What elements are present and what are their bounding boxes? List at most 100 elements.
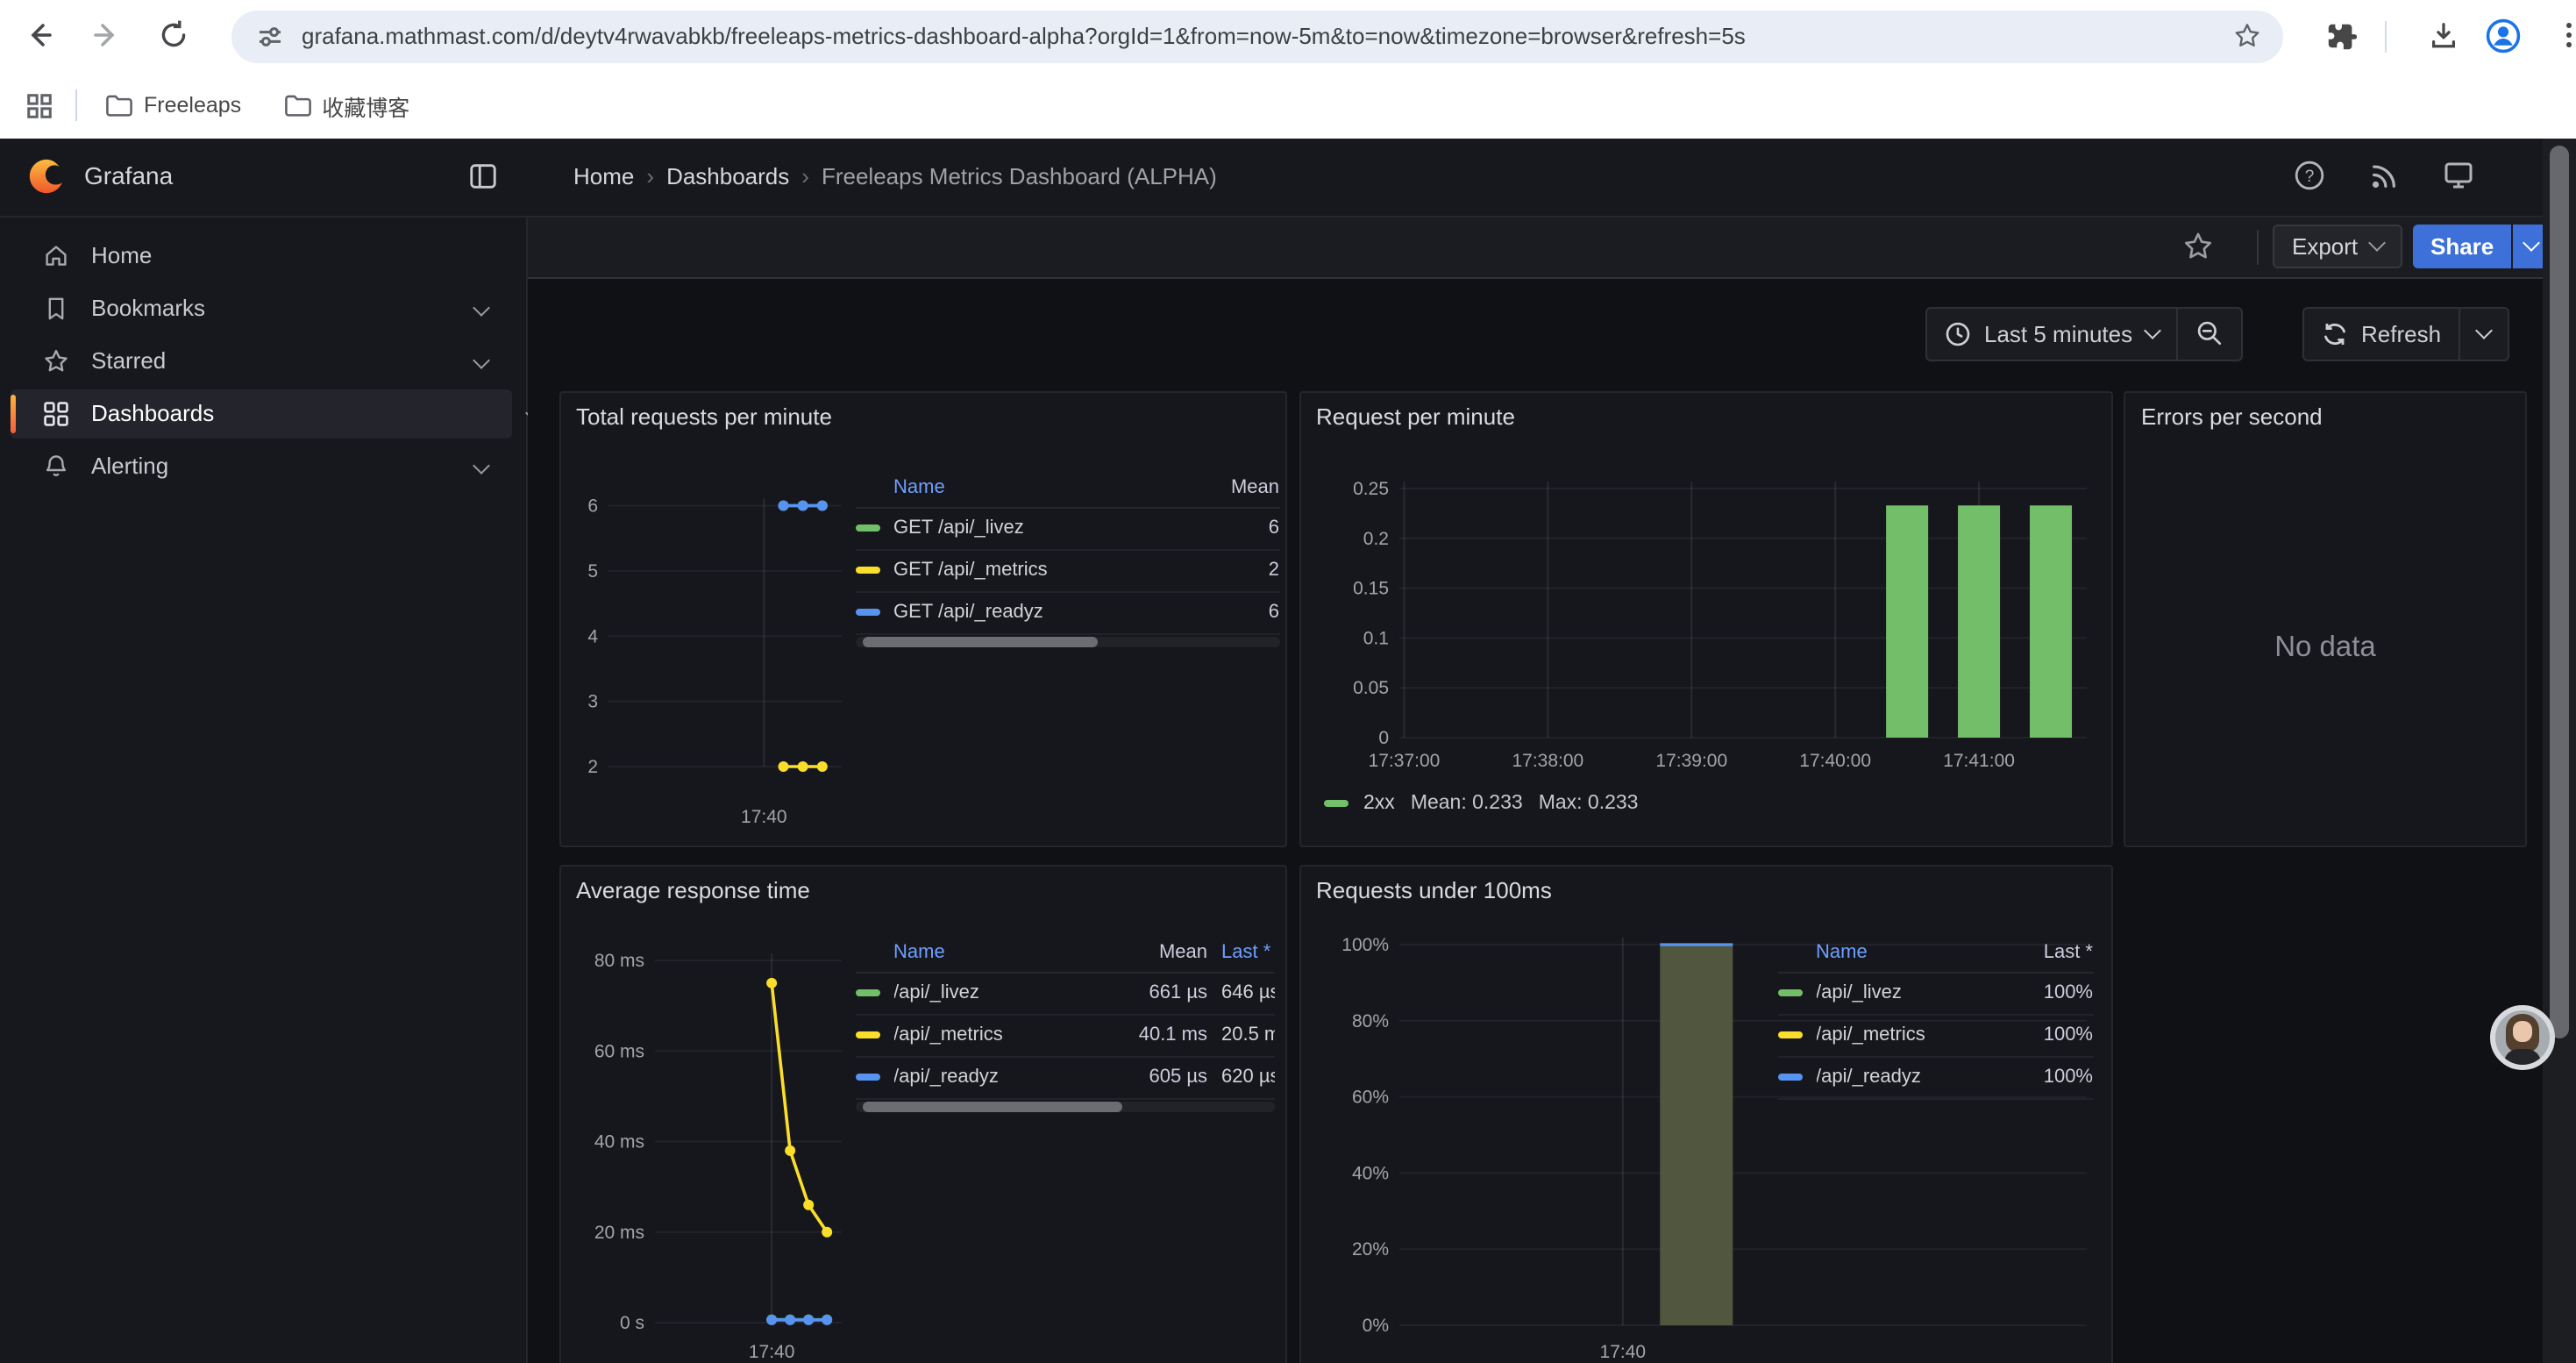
chevron-down-icon[interactable]: [473, 352, 490, 369]
series-swatch: [1777, 1031, 1802, 1038]
legend-row[interactable]: GET /api/_readyz6: [855, 592, 1279, 634]
dashboard-canvas: Last 5 minutes Refresh Total requests pe…: [528, 278, 2543, 1363]
svg-text:20%: 20%: [1351, 1238, 1388, 1259]
apps-grid-icon[interactable]: [25, 90, 54, 120]
floating-assistant-avatar[interactable]: [2490, 1005, 2555, 1070]
screen: grafana.mathmast.com/d/deytv4rwavabkb/fr…: [0, 0, 2576, 1363]
svg-text:17:40: 17:40: [740, 806, 786, 826]
folder-icon: [283, 93, 311, 118]
extensions-icon[interactable]: [2325, 19, 2359, 53]
legend-header: NameMean: [855, 467, 1279, 508]
bookmark-icon: [42, 294, 70, 322]
svg-text:17:41:00: 17:41:00: [1942, 750, 2014, 770]
zoom-out-button[interactable]: [2178, 308, 2241, 359]
dashboards-grid-icon: [42, 399, 70, 427]
panel-total-requests[interactable]: Total requests per minute 6543217:40 Nam…: [559, 390, 1286, 846]
series-swatch: [855, 525, 879, 532]
panel-requests-under-100ms[interactable]: Requests under 100ms 100%80%60%40%20%0%1…: [1299, 864, 2113, 1363]
svg-text:17:40: 17:40: [748, 1341, 794, 1361]
brand-title: Grafana: [84, 161, 173, 189]
toolbar-divider: [2385, 21, 2387, 53]
favorite-star-icon[interactable]: [2181, 229, 2215, 262]
svg-text:3: 3: [587, 691, 597, 711]
legend-row[interactable]: /api/_metrics100%: [1777, 1015, 2093, 1057]
svg-text:17:39:00: 17:39:00: [1654, 750, 1726, 770]
tune-icon[interactable]: [256, 22, 284, 50]
profile-icon[interactable]: [2485, 18, 2522, 54]
sidebar-item-bookmarks[interactable]: Bookmarks: [11, 283, 512, 332]
svg-text:0.15: 0.15: [1352, 578, 1388, 598]
forward-icon[interactable]: [89, 18, 125, 53]
legend-table: NameLast */api/_livez100%/api/_metrics10…: [1777, 932, 2093, 1099]
sidebar-item-alerting[interactable]: Alerting: [11, 441, 512, 490]
reload-icon[interactable]: [156, 18, 191, 53]
no-data-label: No data: [2125, 631, 2525, 664]
series-swatch: [1323, 799, 1348, 806]
bookmark-folder-freeleaps[interactable]: Freeleaps: [91, 86, 255, 125]
chevron-down-icon[interactable]: [473, 299, 490, 317]
legend-row[interactable]: /api/_readyz100%: [1777, 1057, 2093, 1099]
svg-text:17:40: 17:40: [1599, 1341, 1646, 1361]
legend-row[interactable]: /api/_metrics40.1 ms20.5 ms: [855, 1015, 1274, 1057]
svg-text:4: 4: [587, 625, 597, 646]
panel-request-per-minute[interactable]: Request per minute 0.250.20.150.10.05017…: [1299, 390, 2113, 846]
grafana-logo[interactable]: [26, 156, 67, 196]
legend-scrollbar[interactable]: [855, 1101, 1274, 1112]
svg-text:6: 6: [587, 496, 597, 516]
sidebar-item-home[interactable]: Home: [11, 231, 512, 280]
bookmark-star-icon[interactable]: [2232, 21, 2262, 51]
help-icon[interactable]: ?: [2294, 160, 2325, 191]
svg-text:?: ?: [2305, 168, 2315, 186]
refresh-button[interactable]: Refresh: [2303, 308, 2459, 359]
panel-title[interactable]: Errors per second: [2141, 403, 2323, 429]
series-swatch: [855, 609, 879, 616]
legend-row[interactable]: /api/_livez100%: [1777, 973, 2093, 1015]
dashboard-actions-bar: Export Share: [526, 217, 2543, 278]
sidebar-item-starred[interactable]: Starred: [11, 336, 512, 385]
svg-text:0 s: 0 s: [619, 1312, 644, 1332]
clock-icon: [1944, 320, 1970, 346]
svg-text:17:38:00: 17:38:00: [1511, 750, 1583, 770]
refresh-interval-button[interactable]: [2460, 308, 2508, 359]
export-button[interactable]: Export: [2273, 224, 2402, 268]
svg-text:0.2: 0.2: [1363, 528, 1388, 548]
svg-text:2: 2: [587, 756, 597, 776]
home-icon: [42, 241, 70, 269]
svg-text:20 ms: 20 ms: [594, 1222, 644, 1242]
rss-icon[interactable]: [2369, 161, 2399, 191]
legend-inline[interactable]: 2xx Mean: 0.233 Max: 0.233: [1323, 792, 1639, 813]
chevron-down-icon[interactable]: [473, 457, 490, 475]
zoom-out-icon: [2195, 319, 2224, 347]
monitor-icon[interactable]: [2443, 160, 2474, 191]
time-range-button[interactable]: Last 5 minutes: [1926, 308, 2176, 359]
panel-avg-response-time[interactable]: Average response time 80 ms60 ms40 ms20 …: [559, 864, 1286, 1363]
share-button[interactable]: Share: [2413, 224, 2511, 268]
legend-row[interactable]: GET /api/_livez6: [855, 508, 1279, 550]
legend-row[interactable]: /api/_livez661 µs646 µs: [855, 973, 1274, 1015]
legend-scrollbar[interactable]: [855, 636, 1279, 647]
grafana-topbar: Grafana Home › Dashboards › Freeleaps Me…: [0, 139, 2576, 217]
back-icon[interactable]: [21, 18, 56, 53]
url-text[interactable]: grafana.mathmast.com/d/deytv4rwavabkb/fr…: [302, 23, 2218, 49]
url-bar[interactable]: grafana.mathmast.com/d/deytv4rwavabkb/fr…: [231, 10, 2283, 62]
menu-dots-icon[interactable]: [2553, 19, 2576, 51]
panel-errors-per-second[interactable]: Errors per second No data: [2124, 390, 2527, 846]
page-scrollbar-thumb[interactable]: [2550, 146, 2569, 1038]
series-swatch: [1777, 989, 1802, 996]
breadcrumb-home[interactable]: Home: [573, 164, 634, 190]
legend-row[interactable]: /api/_readyz605 µs620 µs: [855, 1057, 1274, 1099]
series-swatch: [855, 989, 879, 996]
breadcrumb-dashboards[interactable]: Dashboards: [666, 164, 789, 190]
series-swatch: [855, 567, 879, 574]
bookmark-folder-blogs[interactable]: 收藏博客: [269, 82, 423, 129]
legend-row[interactable]: GET /api/_metrics2: [855, 550, 1279, 592]
breadcrumb-current: Freeleaps Metrics Dashboard (ALPHA): [822, 164, 1217, 190]
svg-text:100%: 100%: [1341, 934, 1388, 954]
svg-text:0: 0: [1377, 727, 1388, 747]
sidebar-item-dashboards[interactable]: Dashboards: [11, 389, 512, 438]
bookmarks-divider: [75, 89, 77, 121]
download-icon[interactable]: [2427, 19, 2460, 53]
sidebar-toggle-icon[interactable]: [468, 161, 498, 191]
svg-text:17:37:00: 17:37:00: [1368, 750, 1440, 770]
svg-text:40%: 40%: [1351, 1162, 1388, 1182]
